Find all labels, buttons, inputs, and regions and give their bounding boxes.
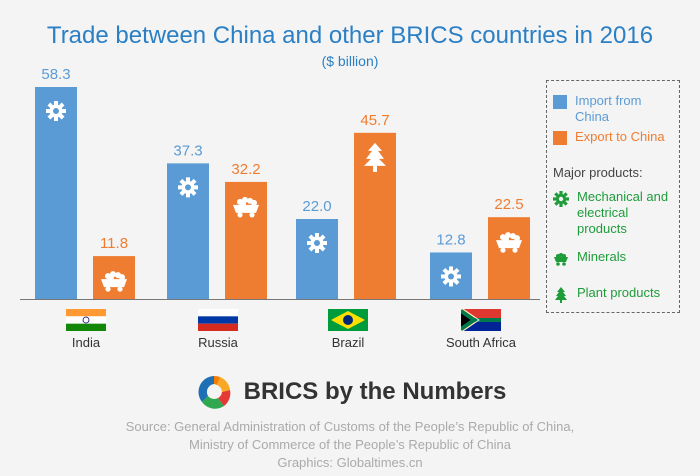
bar-value-label: 12.8 <box>436 231 465 248</box>
legend-product-plant-label: Plant products <box>577 285 661 300</box>
bar-value-label: 32.2 <box>231 161 260 178</box>
country-label-south-africa: South Africa <box>445 335 517 350</box>
tree-icon <box>364 142 386 172</box>
legend-import: Import from China <box>553 93 679 125</box>
bar-value-label: 37.3 <box>173 142 202 159</box>
legend-box: Import from China Export to China Major … <box>546 80 680 313</box>
legend-export-label: Export to China <box>575 129 665 144</box>
minecart-icon <box>233 196 259 218</box>
source-line-2: Ministry of Commerce of the People’s Rep… <box>188 437 512 452</box>
gear-icon <box>553 191 569 207</box>
country-brazil: Brazil <box>318 309 378 350</box>
gear-icon <box>441 266 461 287</box>
brazil-flag <box>328 309 368 331</box>
bar-import-2 <box>296 219 338 299</box>
minecart-icon <box>496 232 522 253</box>
legend-import-label: Import from China <box>575 93 642 124</box>
chart-title: Trade between China and other BRICS coun… <box>46 22 654 49</box>
legend-product-plant: Plant products <box>553 285 660 303</box>
legend-product-minerals-label: Minerals <box>577 249 627 264</box>
legend-product-mech-label: Mechanical and electrical products <box>577 189 669 236</box>
gear-icon <box>178 177 198 198</box>
legend-import-swatch <box>553 95 567 109</box>
source-line-1: Source: General Administration of Custom… <box>125 419 575 434</box>
brics-brand: BRICS by the Numbers <box>0 372 700 412</box>
bar-value-label: 22.0 <box>302 198 331 215</box>
legend-product-mech: Mechanical and electrical products <box>553 189 677 237</box>
country-label-india: India <box>71 335 101 350</box>
minecart-icon <box>554 253 568 266</box>
legend-products-header: Major products: <box>553 165 643 180</box>
bar-export-3 <box>488 217 530 299</box>
russia-flag <box>198 309 238 331</box>
bar-export-0 <box>93 256 135 299</box>
bar-value-label: 11.8 <box>100 235 128 252</box>
country-label-russia: Russia <box>198 335 238 350</box>
legend-export: Export to China <box>553 129 665 145</box>
bar-value-label: 58.3 <box>41 66 70 83</box>
country-label-brazil: Brazil <box>331 335 365 350</box>
source-note: Source: General Administration of Custom… <box>0 418 700 472</box>
minecart-icon <box>101 271 127 292</box>
bar-import-0 <box>35 87 77 299</box>
legend-export-swatch <box>553 131 567 145</box>
country-india: India <box>56 309 116 350</box>
brics-logo <box>198 375 230 409</box>
gear-icon <box>307 233 327 253</box>
bar-value-label: 45.7 <box>360 112 389 129</box>
country-russia: Russia <box>188 309 248 350</box>
india-flag <box>66 309 106 331</box>
gear-icon <box>46 101 66 121</box>
legend-product-minerals: Minerals <box>553 249 626 267</box>
chart-subtitle: ($ billion) <box>321 53 379 69</box>
brand-text: BRICS by the Numbers <box>243 378 507 405</box>
south-africa-flag <box>461 309 501 331</box>
source-line-3: Graphics: Globaltimes.cn <box>277 455 423 470</box>
country-south-africa: South Africa <box>436 309 526 350</box>
bar-value-label: 22.5 <box>494 196 523 213</box>
tree-icon <box>555 287 567 303</box>
